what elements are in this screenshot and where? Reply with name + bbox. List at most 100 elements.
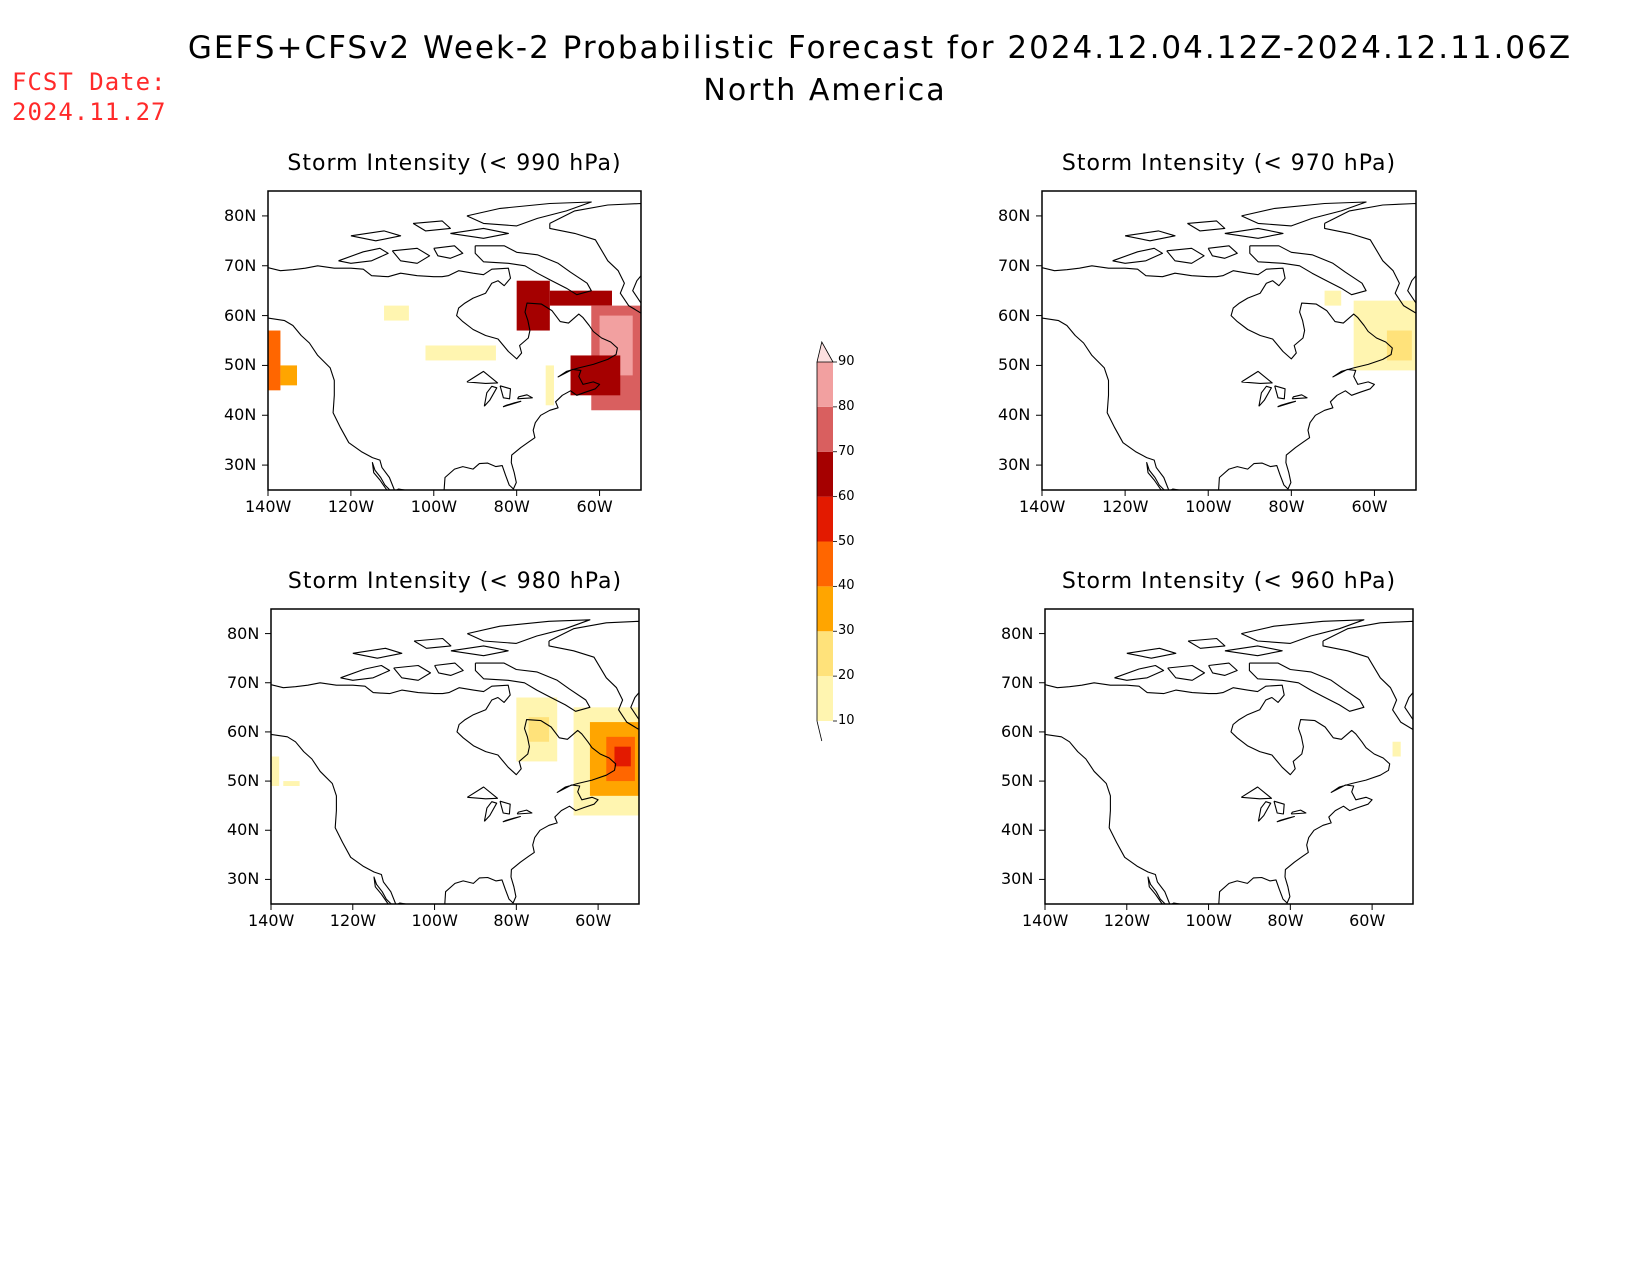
lat-tick-label: 40N [227, 820, 260, 840]
arctic-island [474, 662, 591, 712]
coastline-greenland [1324, 202, 1416, 314]
probability-cell [1392, 741, 1401, 757]
coastline-greenland [1322, 620, 1413, 731]
colorbar-label: 20 [838, 668, 855, 684]
lat-tick-label: 30N [224, 455, 257, 475]
lat-tick-label: 30N [1001, 869, 1034, 889]
arctic-island [450, 227, 509, 239]
arctic-island [391, 247, 431, 264]
arctic-island [1248, 662, 1365, 712]
colorbar-top-tip [816, 340, 834, 363]
arctic-island [1241, 201, 1367, 227]
arctic-island [1241, 619, 1365, 644]
lat-tick-label: 80N [224, 205, 257, 225]
great-lake [1258, 385, 1272, 407]
probability-cell [268, 330, 281, 391]
panel-title-2: Storm Intensity (< 970 hPa) [1061, 151, 1397, 176]
lon-tick-label: 120W [1102, 497, 1149, 516]
lat-tick-label: 70N [227, 672, 260, 692]
arctic-island [413, 637, 452, 649]
great-lake [502, 400, 522, 408]
arctic-island [466, 201, 592, 227]
colorbar-swatch [817, 631, 833, 677]
colorbar-swatch [817, 362, 833, 407]
arctic-island [1207, 245, 1238, 259]
panel-title-1: Storm Intensity (< 990 hPa) [287, 151, 622, 176]
lon-tick-label: 60W [575, 911, 612, 930]
arctic-island [434, 662, 464, 676]
colorbar-swatch [817, 586, 833, 632]
lon-tick-label: 80W [1268, 497, 1305, 516]
lon-tick-label: 80W [493, 911, 530, 930]
probability-cell [280, 365, 298, 386]
lat-tick-label: 60N [227, 721, 260, 741]
lat-tick-label: 50N [224, 355, 257, 375]
lat-tick-label: 60N [998, 305, 1031, 325]
lon-tick-label: 80W [493, 497, 530, 516]
arctic-island [467, 619, 591, 644]
probability-cell [528, 717, 550, 742]
lon-tick-label: 120W [1103, 911, 1151, 930]
colorbar-label: 90 [838, 354, 855, 369]
arctic-island [1187, 220, 1226, 232]
great-lake [483, 385, 498, 407]
map-frame [267, 190, 642, 491]
arctic-island [1166, 247, 1205, 264]
probability-cell [545, 365, 554, 406]
map-panel-2 [1036, 190, 1417, 496]
lon-tick-label: 140W [245, 497, 292, 516]
lat-tick-label: 80N [998, 205, 1031, 225]
great-lake [1274, 385, 1286, 400]
arctic-island [393, 664, 432, 681]
probability-cell [1324, 290, 1342, 306]
colorbar-bottom-tip [816, 720, 823, 742]
coastline-greenland [548, 620, 639, 731]
lat-tick-label: 40N [1001, 820, 1034, 840]
coastline-east [271, 682, 617, 904]
lat-tick-label: 80N [227, 623, 260, 643]
main-title: GEFS+CFSv2 Week-2 Probabilistic Forecast… [187, 30, 1573, 66]
arctic-island [1208, 662, 1238, 676]
arctic-island [412, 220, 451, 232]
arctic-island [450, 645, 509, 657]
great-lake [1257, 801, 1272, 822]
arctic-island [1114, 664, 1165, 681]
great-lake [499, 800, 511, 815]
colorbar-label: 30 [838, 623, 855, 639]
great-lake [466, 370, 499, 384]
arctic-island [1249, 245, 1367, 296]
colorbar-label: 80 [838, 398, 855, 414]
probability-cell [614, 746, 631, 767]
panel-title-4: Storm Intensity (< 960 hPa) [1061, 569, 1397, 594]
great-lake [516, 809, 533, 815]
lat-tick-label: 50N [998, 355, 1031, 375]
map-panel-4 [1039, 608, 1414, 910]
coastline-west [1045, 733, 1181, 904]
lat-tick-label: 70N [224, 255, 257, 275]
arctic-island [474, 245, 592, 296]
lat-tick-label: 60N [1001, 721, 1034, 741]
lat-tick-label: 70N [1001, 672, 1034, 692]
colorbar [816, 340, 837, 742]
forecast-date-label: FCST Date: [12, 68, 167, 96]
great-lake [502, 815, 521, 823]
great-lake [517, 394, 533, 400]
great-lake [1273, 800, 1285, 815]
lon-tick-label: 60W [576, 497, 613, 516]
coastline-west [1042, 317, 1180, 490]
lat-tick-label: 80N [1001, 623, 1034, 643]
probability-cell [384, 305, 409, 321]
lon-tick-label: 140W [248, 911, 295, 930]
arctic-island [1187, 637, 1226, 649]
region-subtitle: North America [703, 73, 947, 108]
map-frame [1041, 190, 1417, 491]
arctic-island [1224, 645, 1283, 657]
lat-tick-label: 40N [998, 405, 1031, 425]
arctic-island [352, 647, 403, 659]
lon-tick-label: 100W [1185, 911, 1232, 930]
arctic-island [340, 664, 391, 681]
colorbar-swatch [817, 676, 833, 721]
great-lake [499, 385, 512, 400]
lat-tick-label: 50N [227, 771, 260, 791]
